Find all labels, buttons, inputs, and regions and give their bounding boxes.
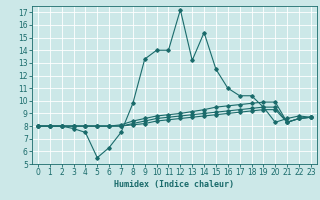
X-axis label: Humidex (Indice chaleur): Humidex (Indice chaleur) xyxy=(115,180,234,189)
